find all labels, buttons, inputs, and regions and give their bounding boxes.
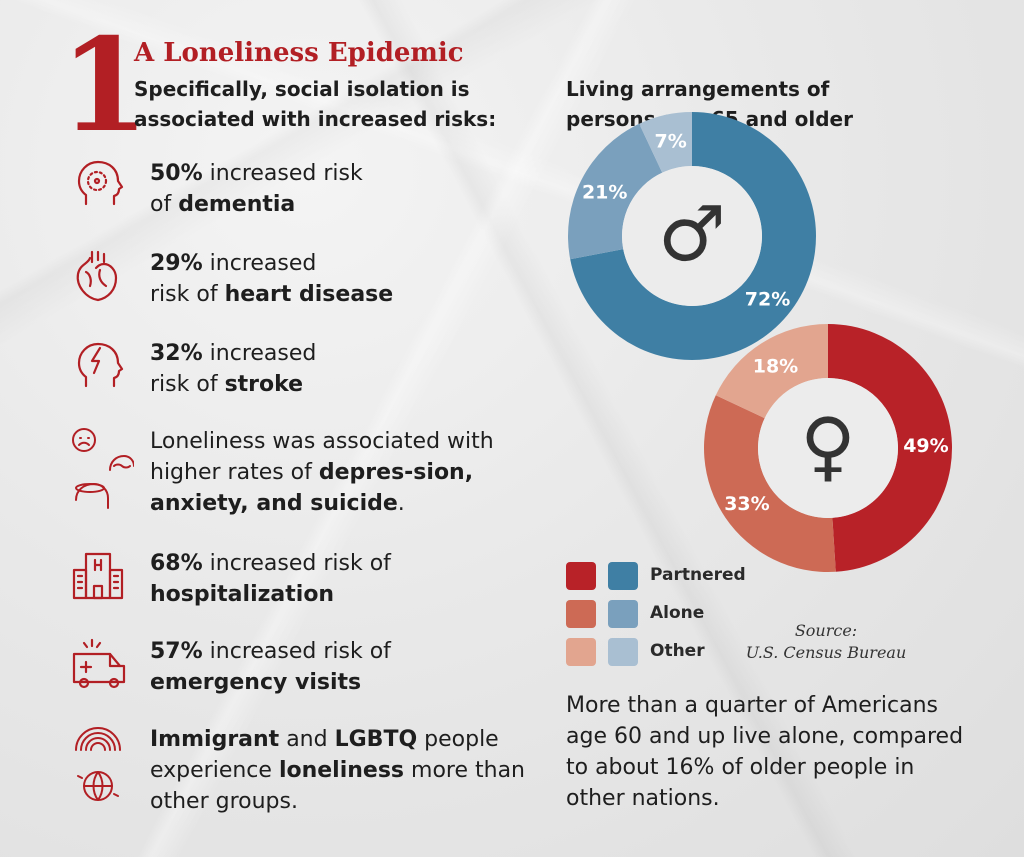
male-symbol-icon: ♂ [658,189,726,278]
female-slice-label: 49% [903,435,948,457]
page-title: A Loneliness Epidemic [134,38,464,68]
legend-swatch-female [566,600,596,628]
rainbow-globe-icon [70,724,132,814]
source-text: U.S. Census Bureau [745,643,907,662]
legend-label: Alone [650,603,705,623]
female-slice-label: 33% [724,493,769,515]
male-slice-label: 72% [745,288,790,310]
risk-text: Loneliness was associated with higher ra… [150,429,494,516]
male-slice-alone [568,123,663,260]
female-donut: 49% 33% 18% ♀ [703,323,953,572]
ambulance-icon [70,636,132,698]
female-slice-label: 18% [753,355,798,377]
chart-title: Living arrangements of persons age 65 an… [566,77,853,131]
risk-text: 50% increased risk of dementia [150,161,363,217]
hospital-icon [70,548,132,610]
mental-health-icon [70,426,135,516]
male-slice-label: 21% [582,182,627,204]
male-slice-partnered [570,112,816,361]
female-slice-alone [703,395,836,572]
page-subtitle: Specifically, social isolation is associ… [134,77,497,131]
legend-swatch-male [608,638,638,666]
female-slice-other [715,324,828,419]
heart-icon [70,248,132,310]
legend-swatch-female [566,638,596,666]
risk-text: 68% increased risk of hospitalization [150,551,391,607]
head-circle-icon [70,158,132,220]
source-note: Source: U.S. Census Bureau [728,620,924,664]
male-donut-hole [622,166,762,306]
female-symbol-icon: ♀ [800,401,856,490]
male-donut: 72%21%7%♂ [568,112,816,361]
legend-label: Other [650,641,705,661]
legend-swatch-male [608,562,638,590]
legend-swatch-female [566,562,596,590]
risk-text: 29% increased risk of heart disease [150,251,394,307]
risk-text: Immigrant and LGBTQ people experience lo… [150,727,525,814]
female-slice-partnered [828,323,953,572]
female-donut-hole [758,378,898,518]
source-label: Source: [794,621,858,640]
head-lightning-icon [70,338,132,400]
section-number: 1 [60,11,150,161]
footnote: More than a quarter of Americans age 60 … [566,693,964,811]
legend-label: Partnered [650,565,746,585]
risk-text: 57% increased risk of emergency visits [150,639,391,695]
risk-text: 32% increased risk of stroke [150,341,317,397]
legend-swatch-male [608,600,638,628]
